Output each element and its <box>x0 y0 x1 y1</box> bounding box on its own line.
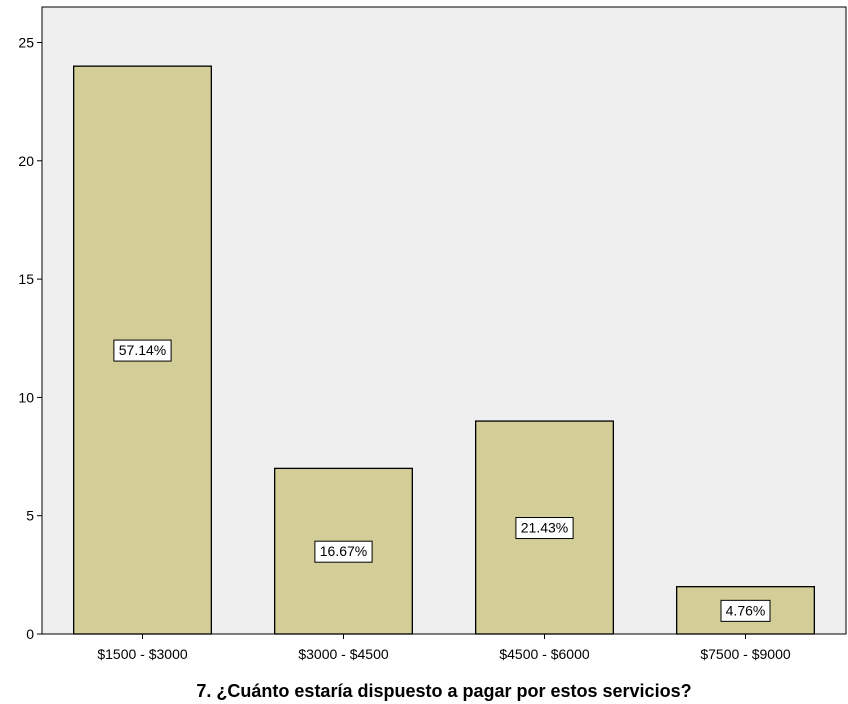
y-tick-label: 0 <box>26 626 34 642</box>
data-label-text: 4.76% <box>726 602 766 618</box>
data-label: 57.14% <box>113 339 172 362</box>
data-label-box <box>720 599 771 622</box>
data-label-text: 21.43% <box>521 520 568 536</box>
x-tick-label: $1500 - $3000 <box>97 646 188 662</box>
bar-group: 57.14% <box>73 65 212 635</box>
bar-group: 4.76% <box>676 586 815 635</box>
data-label-text: 16.67% <box>320 543 367 559</box>
bar-group: 16.67% <box>274 467 413 635</box>
y-tick-label: 25 <box>18 34 34 50</box>
y-tick-label: 15 <box>18 271 34 287</box>
data-label-box <box>113 339 172 362</box>
bars-group: 57.14% 16.67% 21.43% 4.76% <box>73 65 815 635</box>
data-label: 4.76% <box>720 599 771 622</box>
data-label: 21.43% <box>515 517 574 540</box>
x-tick-label: $4500 - $6000 <box>499 646 590 662</box>
x-axis: $1500 - $3000 $3000 - $4500 $4500 - $6000 $… <box>42 633 846 662</box>
data-label: 16.67% <box>314 540 373 563</box>
y-tick-label: 5 <box>26 508 34 524</box>
bar-group: 21.43% <box>475 420 614 635</box>
x-axis-title: 7. ¿Cuánto estaría dispuesto a pagar por… <box>196 681 691 701</box>
data-label-box <box>314 540 373 563</box>
data-label-box <box>515 517 574 540</box>
y-tick-label: 10 <box>18 389 34 405</box>
data-label-text: 57.14% <box>119 342 166 358</box>
x-tick-label: $3000 - $4500 <box>298 646 389 662</box>
y-axis: 0 5 10 15 20 25 <box>18 7 43 642</box>
x-tick-label: $7500 - $9000 <box>700 646 791 662</box>
y-tick-label: 20 <box>18 153 34 169</box>
